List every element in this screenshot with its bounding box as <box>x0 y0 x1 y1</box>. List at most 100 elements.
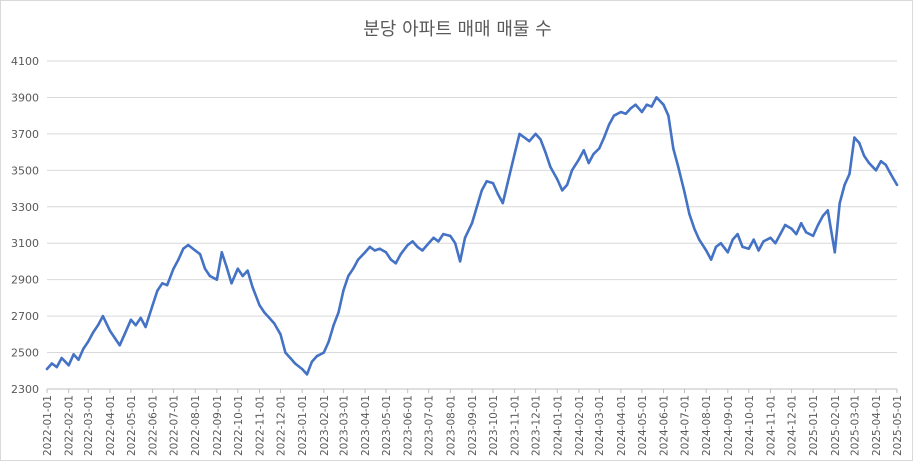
x-tick-label: 2023-02-01 <box>319 395 331 456</box>
data-point <box>800 221 803 225</box>
x-tick-label: 2023-03-01 <box>338 395 350 456</box>
data-point <box>790 227 793 230</box>
data-point <box>101 314 105 318</box>
data-point <box>858 141 861 145</box>
data-point <box>821 214 825 218</box>
x-tick-label: 2024-11-01 <box>765 395 777 456</box>
x-tick-label: 2022-05-01 <box>126 395 138 456</box>
data-point <box>683 191 686 194</box>
data-point <box>241 274 244 278</box>
data-point <box>389 258 393 261</box>
data-point <box>501 201 504 205</box>
data-point <box>634 103 637 106</box>
data-point <box>284 351 287 354</box>
y-tick-label: 3100 <box>11 237 39 250</box>
data-point <box>795 232 798 236</box>
x-tick-label: 2022-10-01 <box>233 395 245 456</box>
chart-title: 분당 아파트 매매 매물 수 <box>363 19 552 40</box>
y-tick-label: 3700 <box>11 128 39 141</box>
x-tick-label: 2024-04-01 <box>616 395 628 456</box>
data-point <box>667 114 670 117</box>
data-point <box>82 347 85 351</box>
data-point <box>220 251 223 254</box>
data-point <box>432 236 435 239</box>
data-point <box>225 265 228 269</box>
series-line <box>45 96 899 376</box>
x-tick-label: 2022-11-01 <box>255 395 267 456</box>
x-tick-label: 2023-08-01 <box>445 395 457 456</box>
x-tick-label: 2023-06-01 <box>403 395 415 456</box>
data-point <box>91 331 95 334</box>
data-point <box>236 267 240 270</box>
data-point <box>672 147 675 150</box>
data-point <box>726 251 730 254</box>
x-tick-label: 2022-12-01 <box>275 395 287 456</box>
data-point <box>848 172 851 176</box>
data-point <box>300 367 304 371</box>
data-point <box>373 249 377 252</box>
data-point <box>363 251 367 254</box>
x-tick-label: 2023-07-01 <box>424 395 436 456</box>
data-point <box>853 136 856 139</box>
data-point <box>55 365 58 369</box>
data-point <box>315 355 319 358</box>
data-point <box>629 107 632 110</box>
data-point <box>697 238 701 241</box>
data-point <box>172 267 175 270</box>
x-tick-label: 2022-02-01 <box>64 395 76 456</box>
data-point <box>144 325 147 329</box>
data-point <box>60 356 63 360</box>
data-point <box>77 358 80 362</box>
data-point <box>645 103 648 106</box>
data-point <box>833 251 836 254</box>
data-point <box>650 105 653 108</box>
x-tick-label: 2022-01-01 <box>42 395 54 456</box>
data-point <box>134 324 137 327</box>
data-point <box>485 180 488 183</box>
data-point <box>752 238 755 241</box>
data-point <box>719 242 723 245</box>
data-point <box>322 351 326 354</box>
x-tick-label: 2024-06-01 <box>659 395 671 456</box>
y-tick-label: 2700 <box>11 310 39 323</box>
data-point <box>587 161 590 165</box>
x-tick-label: 2025-01-01 <box>808 395 820 456</box>
data-point <box>741 245 744 249</box>
data-point <box>879 160 883 163</box>
x-tick-label: 2024-02-01 <box>574 395 586 456</box>
data-point <box>463 236 467 239</box>
data-point <box>826 209 829 212</box>
data-point <box>166 283 169 287</box>
x-tick-label: 2022-03-01 <box>83 395 95 456</box>
x-tick-label: 2025-04-01 <box>871 395 883 456</box>
data-point <box>442 232 445 236</box>
data-point <box>607 123 611 126</box>
x-tick-label: 2022-08-01 <box>190 395 202 456</box>
y-tick-label: 2900 <box>11 274 39 287</box>
data-point <box>624 112 627 116</box>
x-tick-label: 2024-01-01 <box>552 395 564 456</box>
data-point <box>327 340 330 343</box>
data-point <box>203 267 207 270</box>
data-point <box>368 245 372 249</box>
y-tick-label: 2300 <box>11 383 39 396</box>
x-tick-label: 2023-01-01 <box>297 395 309 456</box>
x-tick-label: 2024-10-01 <box>744 395 756 456</box>
x-tick-label: 2023-10-01 <box>488 395 500 456</box>
data-point <box>838 201 841 205</box>
data-point <box>87 340 90 343</box>
data-point <box>889 172 892 176</box>
data-point <box>406 243 409 247</box>
data-point <box>215 278 219 281</box>
data-point <box>310 360 314 363</box>
data-point <box>677 165 680 168</box>
data-point <box>804 231 808 234</box>
data-point <box>570 169 574 172</box>
x-tick-label: 2024-03-01 <box>594 395 606 456</box>
data-point <box>655 96 658 99</box>
data-point <box>268 316 271 320</box>
data-point <box>874 169 878 172</box>
data-point <box>72 353 75 356</box>
data-point <box>582 149 586 152</box>
data-point <box>411 240 414 243</box>
